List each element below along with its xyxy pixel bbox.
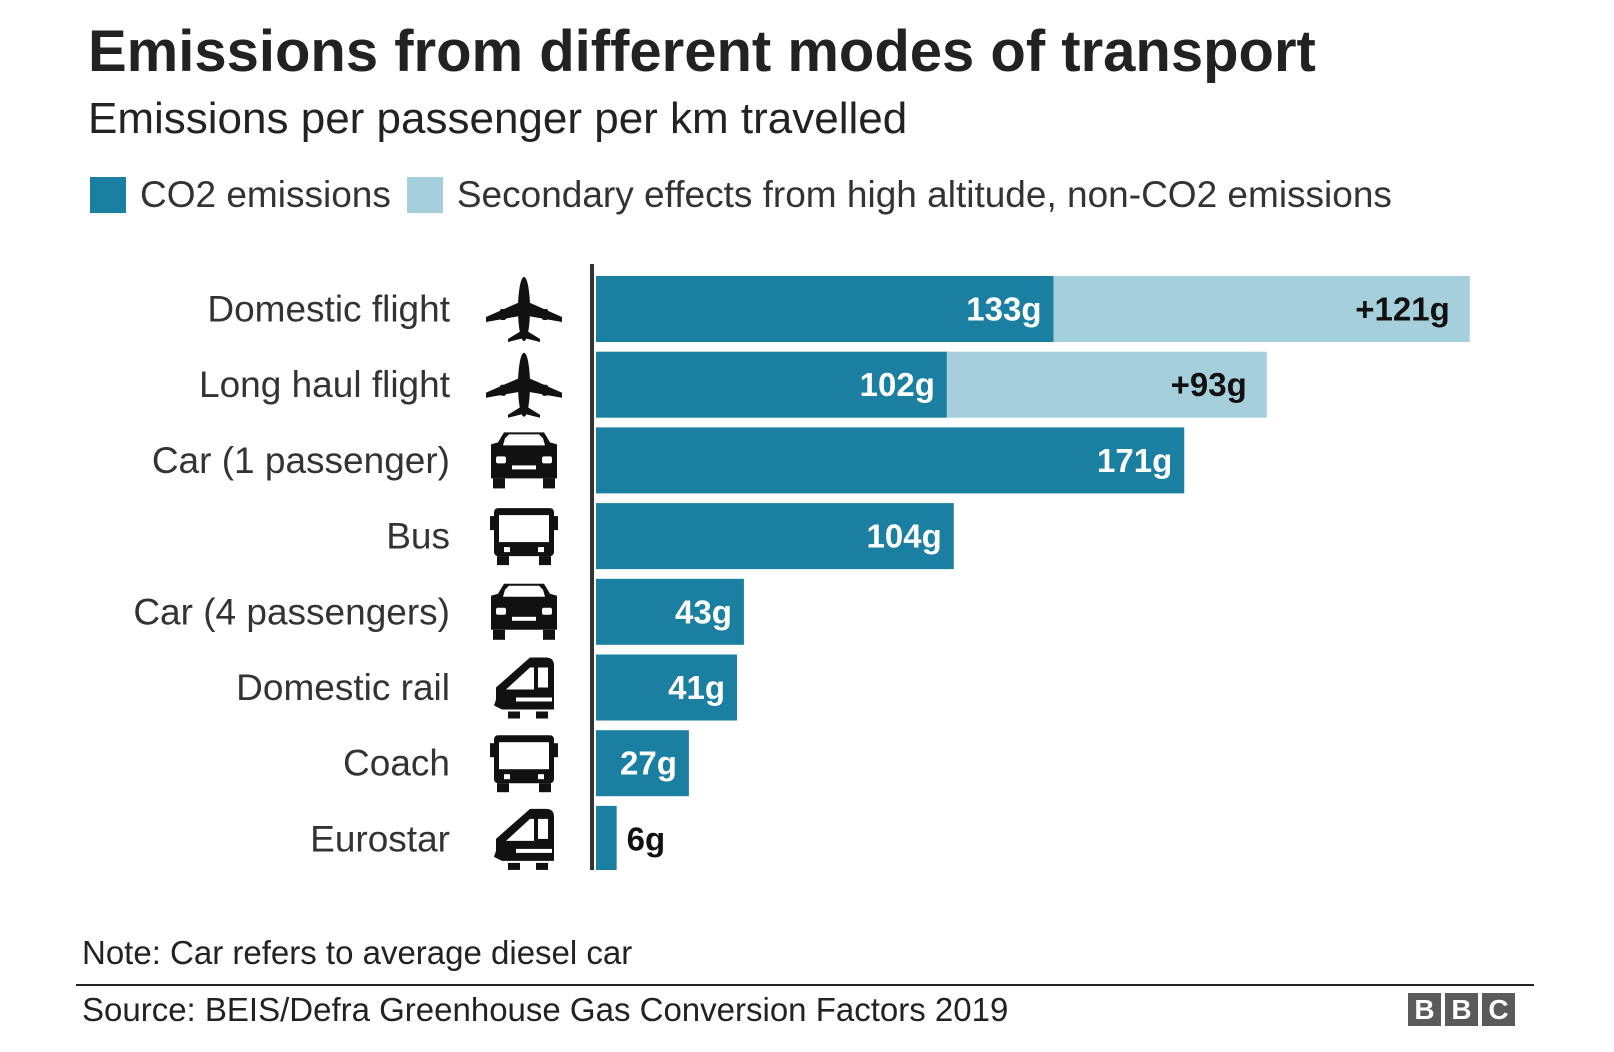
bar-co2: [596, 654, 738, 721]
bar-value-label: 104g: [867, 518, 942, 555]
bar-co2: [596, 730, 689, 797]
legend-label-co2: CO2 emissions: [140, 174, 391, 215]
chart-source: Source: BEIS/Defra Greenhouse Gas Conver…: [82, 991, 1009, 1028]
bbc-logo-letter: C: [1482, 993, 1515, 1026]
bus-icon: [490, 508, 558, 566]
plane-icon: [486, 352, 562, 418]
footer-divider: [76, 984, 1534, 986]
car-icon: [491, 432, 557, 489]
category-label: Domestic rail: [236, 667, 450, 708]
train-icon: [494, 657, 554, 719]
bar-value-label: 41g: [668, 669, 725, 706]
bbc-logo-letter: B: [1445, 993, 1478, 1026]
category-label: Bus: [386, 516, 450, 557]
legend-swatch-co2: [90, 177, 126, 213]
bar-co2: [596, 351, 947, 418]
category-label: Eurostar: [310, 818, 450, 859]
category-label: Domestic flight: [207, 289, 450, 330]
bar-co2: [596, 503, 954, 570]
bar-value-label: 102g: [860, 366, 935, 403]
bar-secondary: [1053, 276, 1470, 342]
bbc-logo-letter: B: [1408, 993, 1441, 1026]
bar-co2: [596, 578, 744, 645]
bar-secondary-label: +121g: [1355, 291, 1450, 328]
bar-value-label: 27g: [620, 745, 677, 782]
category-label: Car (4 passengers): [133, 591, 450, 632]
bar-co2: [596, 276, 1054, 342]
legend: CO2 emissions Secondary effects from hig…: [90, 174, 1392, 216]
bar-value-label: 43g: [675, 593, 732, 630]
category-label: Long haul flight: [199, 364, 451, 405]
bbc-logo: B B C: [1408, 993, 1515, 1026]
legend-label-secondary: Secondary effects from high altitude, no…: [456, 174, 1392, 215]
bar-secondary: [946, 351, 1267, 418]
bar-value-label: 171g: [1097, 442, 1172, 479]
bar-chart: Domestic flight 133g +121g Long haul flight…: [133, 264, 1470, 870]
bar-value-label: 133g: [966, 291, 1041, 328]
chart-subtitle: Emissions per passenger per km travelled: [88, 94, 908, 143]
chart-title: Emissions from different modes of transp…: [88, 19, 1316, 84]
bar-value-label: 6g: [627, 820, 666, 857]
bus-icon: [490, 735, 558, 793]
train-icon: [494, 808, 554, 870]
bar-secondary-label: +93g: [1171, 366, 1247, 403]
chart-note: Note: Car refers to average diesel car: [82, 934, 633, 971]
car-icon: [491, 583, 557, 640]
plane-icon: [486, 277, 562, 342]
legend-swatch-secondary: [406, 177, 443, 213]
category-label: Coach: [343, 743, 450, 784]
bar-co2: [596, 427, 1185, 494]
bar-co2: [596, 805, 617, 870]
category-label: Car (1 passenger): [152, 440, 450, 481]
